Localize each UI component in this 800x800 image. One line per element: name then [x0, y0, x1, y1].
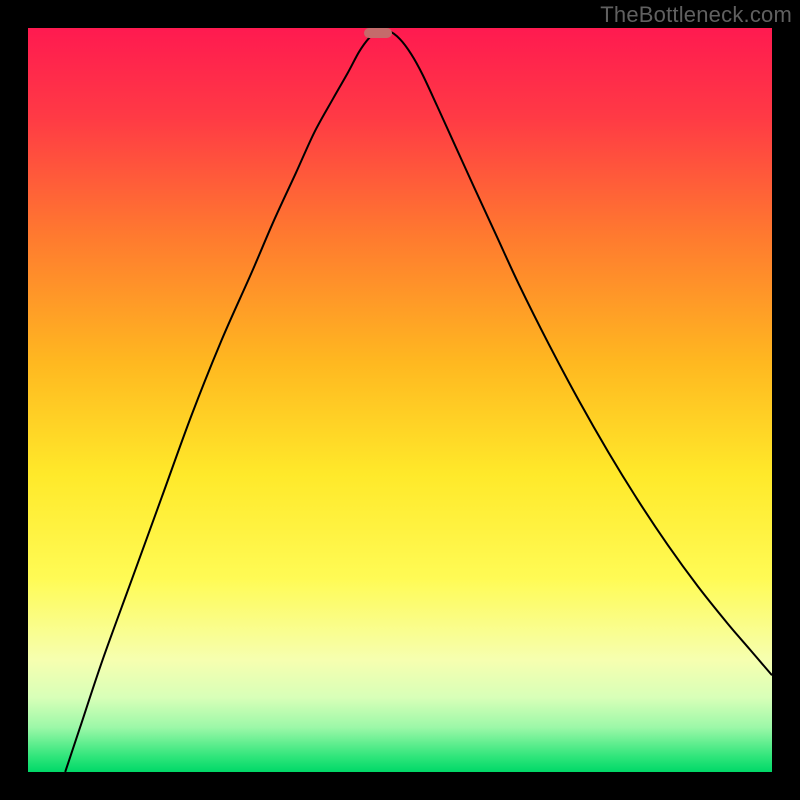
- watermark-text: TheBottleneck.com: [600, 2, 792, 28]
- chart-frame: TheBottleneck.com: [0, 0, 800, 800]
- plot-area: [28, 28, 772, 772]
- minimum-marker: [364, 28, 392, 38]
- bottleneck-curve: [28, 28, 772, 772]
